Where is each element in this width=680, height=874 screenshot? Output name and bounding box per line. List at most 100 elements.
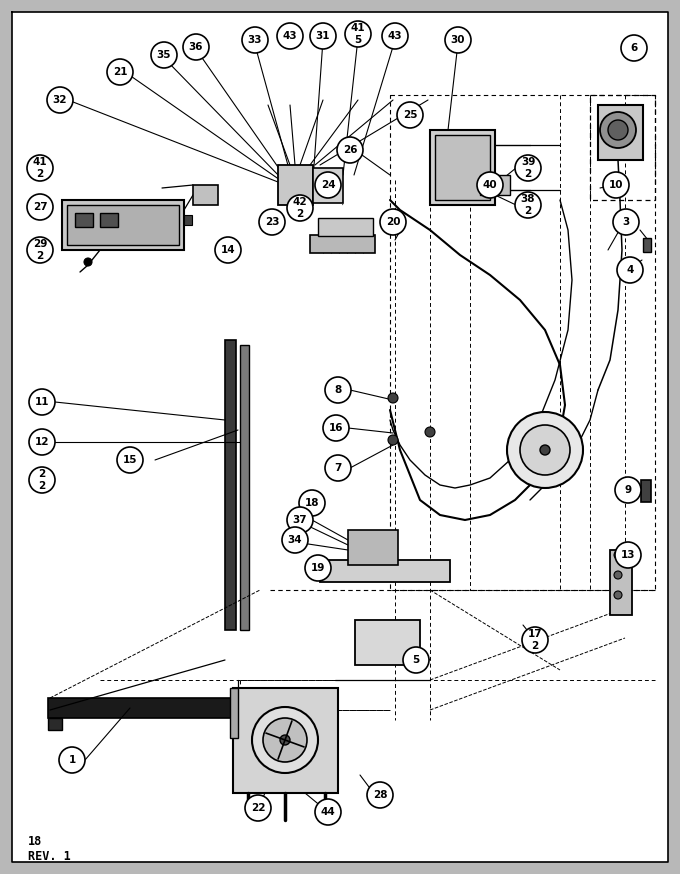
Circle shape — [388, 393, 398, 403]
Circle shape — [614, 551, 622, 559]
Circle shape — [325, 377, 351, 403]
Text: 4: 4 — [626, 265, 634, 275]
Bar — [310, 235, 375, 253]
Text: 9: 9 — [624, 485, 632, 495]
Text: 22: 22 — [251, 803, 265, 813]
Text: 40: 40 — [483, 180, 497, 190]
Text: 20: 20 — [386, 217, 401, 227]
Circle shape — [515, 192, 541, 218]
Circle shape — [242, 27, 268, 53]
Bar — [430, 130, 495, 205]
Circle shape — [299, 490, 325, 516]
Text: 42
2: 42 2 — [292, 198, 307, 218]
Circle shape — [323, 415, 349, 441]
Text: 28: 28 — [373, 790, 387, 800]
Circle shape — [277, 23, 303, 49]
Text: 17
2: 17 2 — [528, 629, 543, 651]
Bar — [184, 215, 192, 225]
Text: 36: 36 — [189, 42, 203, 52]
Text: 21: 21 — [113, 67, 127, 77]
Circle shape — [621, 35, 647, 61]
Circle shape — [107, 59, 133, 85]
Circle shape — [617, 257, 643, 283]
Text: 30: 30 — [451, 35, 465, 45]
Circle shape — [287, 507, 313, 533]
Circle shape — [27, 155, 53, 181]
Circle shape — [29, 467, 55, 493]
Circle shape — [325, 455, 351, 481]
Bar — [318, 218, 373, 236]
Text: 18
REV. 1: 18 REV. 1 — [28, 835, 71, 863]
Circle shape — [117, 447, 143, 473]
Circle shape — [382, 23, 408, 49]
Circle shape — [515, 155, 541, 181]
Bar — [225, 340, 236, 630]
Text: 11: 11 — [35, 397, 49, 407]
Text: 34: 34 — [288, 535, 303, 545]
Text: 44: 44 — [321, 807, 335, 817]
Bar — [48, 718, 62, 730]
Circle shape — [280, 735, 290, 745]
Text: 1: 1 — [69, 755, 75, 765]
Circle shape — [315, 172, 341, 198]
Bar — [610, 550, 632, 615]
Circle shape — [29, 389, 55, 415]
Circle shape — [84, 258, 92, 266]
Circle shape — [425, 427, 435, 437]
Text: 41
5: 41 5 — [351, 24, 365, 45]
Circle shape — [263, 718, 307, 762]
Circle shape — [245, 795, 271, 821]
Text: 37: 37 — [292, 515, 307, 525]
Circle shape — [59, 747, 85, 773]
Text: 7: 7 — [335, 463, 341, 473]
Bar — [278, 165, 313, 205]
Text: 35: 35 — [157, 50, 171, 60]
Text: 5: 5 — [412, 655, 420, 665]
Circle shape — [614, 571, 622, 579]
Circle shape — [388, 435, 398, 445]
Circle shape — [215, 237, 241, 263]
Circle shape — [287, 195, 313, 221]
Circle shape — [252, 707, 318, 773]
Circle shape — [310, 23, 336, 49]
Circle shape — [445, 27, 471, 53]
Circle shape — [507, 412, 583, 488]
Circle shape — [600, 112, 636, 148]
Circle shape — [540, 445, 550, 455]
Text: 39
2: 39 2 — [521, 157, 535, 179]
Bar — [320, 560, 450, 582]
Bar — [480, 175, 510, 195]
Bar — [641, 480, 651, 502]
Text: 18: 18 — [305, 498, 319, 508]
Text: 12: 12 — [35, 437, 49, 447]
Circle shape — [614, 591, 622, 599]
Bar — [67, 205, 179, 245]
Text: 24: 24 — [321, 180, 335, 190]
Text: 27: 27 — [33, 202, 48, 212]
Circle shape — [183, 34, 209, 60]
Circle shape — [315, 799, 341, 825]
Text: 38
2: 38 2 — [521, 194, 535, 216]
Text: 31: 31 — [316, 31, 330, 41]
Text: 10: 10 — [609, 180, 624, 190]
Text: 41
2: 41 2 — [33, 157, 48, 179]
Circle shape — [282, 527, 308, 553]
Text: 23: 23 — [265, 217, 279, 227]
Circle shape — [615, 542, 641, 568]
Text: 16: 16 — [328, 423, 343, 433]
Text: 33: 33 — [248, 35, 262, 45]
Circle shape — [477, 172, 503, 198]
Bar — [48, 698, 258, 718]
Circle shape — [47, 87, 73, 113]
Text: 14: 14 — [221, 245, 235, 255]
Text: 26: 26 — [343, 145, 357, 155]
Bar — [240, 345, 249, 630]
Circle shape — [608, 120, 628, 140]
Text: 3: 3 — [622, 217, 630, 227]
Text: 6: 6 — [630, 43, 638, 53]
Bar — [230, 688, 238, 738]
Circle shape — [345, 21, 371, 47]
Bar — [348, 530, 398, 565]
Bar — [62, 200, 184, 250]
Bar — [643, 238, 651, 252]
